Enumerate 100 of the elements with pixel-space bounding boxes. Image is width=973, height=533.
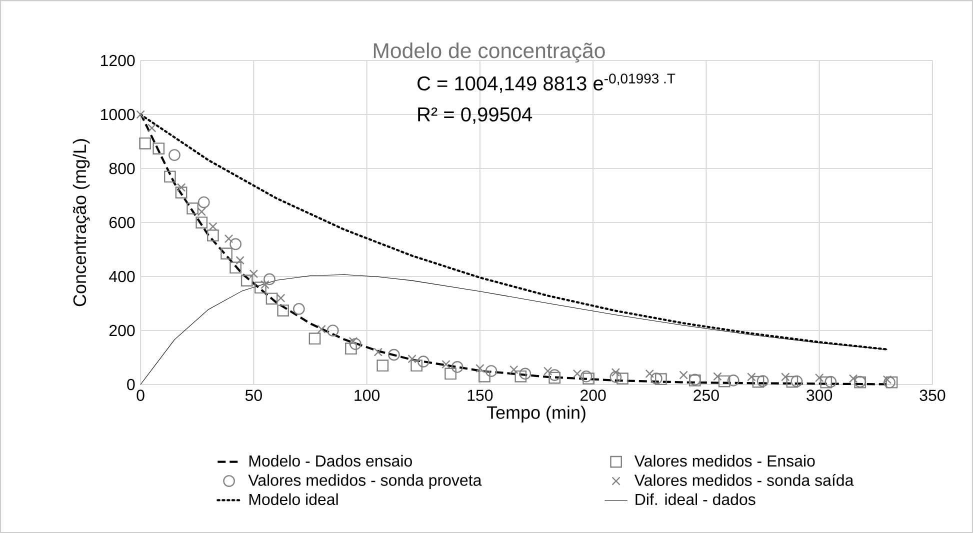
point — [417, 356, 430, 368]
point — [610, 371, 622, 383]
point — [292, 302, 305, 315]
x-tick-label: 200 — [580, 390, 606, 401]
point — [264, 273, 276, 286]
point — [196, 216, 208, 228]
point — [848, 374, 858, 383]
point — [260, 280, 270, 289]
point — [824, 376, 837, 388]
point — [752, 376, 764, 388]
point — [388, 348, 400, 361]
point — [376, 360, 389, 372]
point — [886, 376, 898, 388]
point — [519, 368, 532, 380]
y-tick-label: 0 — [127, 378, 135, 390]
point — [645, 369, 654, 378]
point — [510, 365, 518, 374]
x-tick-label: 150 — [468, 390, 493, 401]
point — [374, 348, 382, 356]
x-tick-label: 50 — [245, 390, 262, 401]
legend-label: Modelo ideal — [249, 493, 338, 506]
point — [650, 372, 662, 384]
y-tick-label: 400 — [109, 270, 135, 282]
point — [679, 370, 688, 380]
y-tick-label: 600 — [109, 216, 135, 228]
point — [152, 142, 165, 154]
point — [198, 196, 210, 208]
point — [410, 360, 423, 372]
y-axis-title: Concentração (mg/L) — [72, 139, 90, 306]
point — [326, 324, 339, 336]
x-tick-label: 350 — [920, 390, 946, 401]
x-tick-label: 0 — [136, 390, 144, 401]
point — [317, 324, 326, 334]
point — [548, 369, 561, 381]
point — [442, 360, 450, 369]
point — [186, 202, 198, 214]
point — [572, 369, 582, 378]
legend-label: Valores medidos - Ensaio — [634, 454, 815, 467]
point — [478, 370, 490, 382]
point — [266, 292, 278, 305]
y-tick-label: 1000 — [100, 108, 135, 120]
annotation: C = 1004,149 8813 e$^{-0,01993 .T}$ — [418, 74, 676, 93]
point — [220, 248, 232, 260]
point — [718, 375, 730, 388]
point — [208, 222, 218, 231]
point — [514, 370, 527, 382]
x-tick-label: 250 — [694, 390, 719, 401]
point — [444, 368, 456, 380]
point — [485, 365, 498, 377]
point — [814, 373, 824, 382]
point — [147, 124, 156, 132]
point — [781, 372, 790, 382]
point — [136, 110, 145, 119]
point — [543, 366, 552, 376]
point — [548, 372, 561, 384]
legend-label: Valores medidos - sonda saída — [634, 474, 854, 486]
point — [616, 372, 628, 384]
point — [249, 269, 258, 278]
chart-title: Modelo de concentração — [374, 42, 605, 62]
point — [582, 372, 594, 384]
point — [348, 336, 358, 346]
point — [756, 375, 769, 387]
point — [476, 364, 484, 373]
x-tick-label: 300 — [806, 390, 832, 401]
point — [139, 137, 151, 150]
point — [230, 238, 242, 250]
point — [254, 282, 266, 294]
legend-label: Valores medidos - sonda proveta — [248, 474, 482, 490]
point — [451, 361, 464, 373]
annotation: R² = 0,99504 — [418, 107, 532, 124]
point — [224, 234, 234, 244]
point — [727, 374, 740, 386]
point — [176, 183, 186, 192]
point — [820, 376, 832, 388]
point — [747, 372, 756, 382]
x-axis-title: Tempo (min) — [486, 406, 586, 422]
legend-label: Dif. ideal - dados — [636, 493, 756, 506]
x-tick-label: 100 — [354, 390, 380, 401]
point — [882, 375, 892, 384]
point — [655, 373, 667, 386]
point — [236, 256, 244, 265]
point — [277, 304, 290, 316]
point — [350, 338, 362, 350]
point — [175, 186, 188, 198]
legend-label: Modelo - Dados ensaio — [249, 454, 412, 467]
y-tick-label: 800 — [109, 162, 135, 174]
point — [580, 370, 592, 382]
point — [790, 375, 803, 388]
point — [240, 274, 253, 286]
y-tick-label: 1200 — [100, 54, 135, 66]
point — [408, 354, 416, 364]
y-tick-label: 200 — [109, 324, 135, 336]
point — [713, 372, 722, 381]
point — [308, 332, 321, 345]
point — [786, 376, 798, 388]
point — [207, 230, 219, 242]
point — [164, 170, 176, 183]
point — [345, 342, 357, 355]
point — [197, 207, 206, 216]
point — [168, 149, 180, 161]
